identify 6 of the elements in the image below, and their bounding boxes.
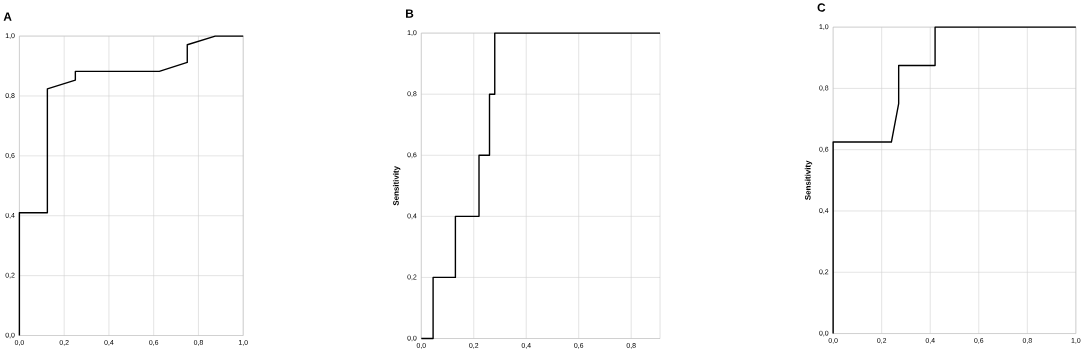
chart-title: B — [406, 9, 414, 18]
line-series — [832, 26, 1077, 335]
line-series — [420, 32, 661, 339]
chart-title: C — [817, 3, 826, 12]
chart-title: A — [3, 12, 12, 21]
line-series — [18, 35, 244, 337]
